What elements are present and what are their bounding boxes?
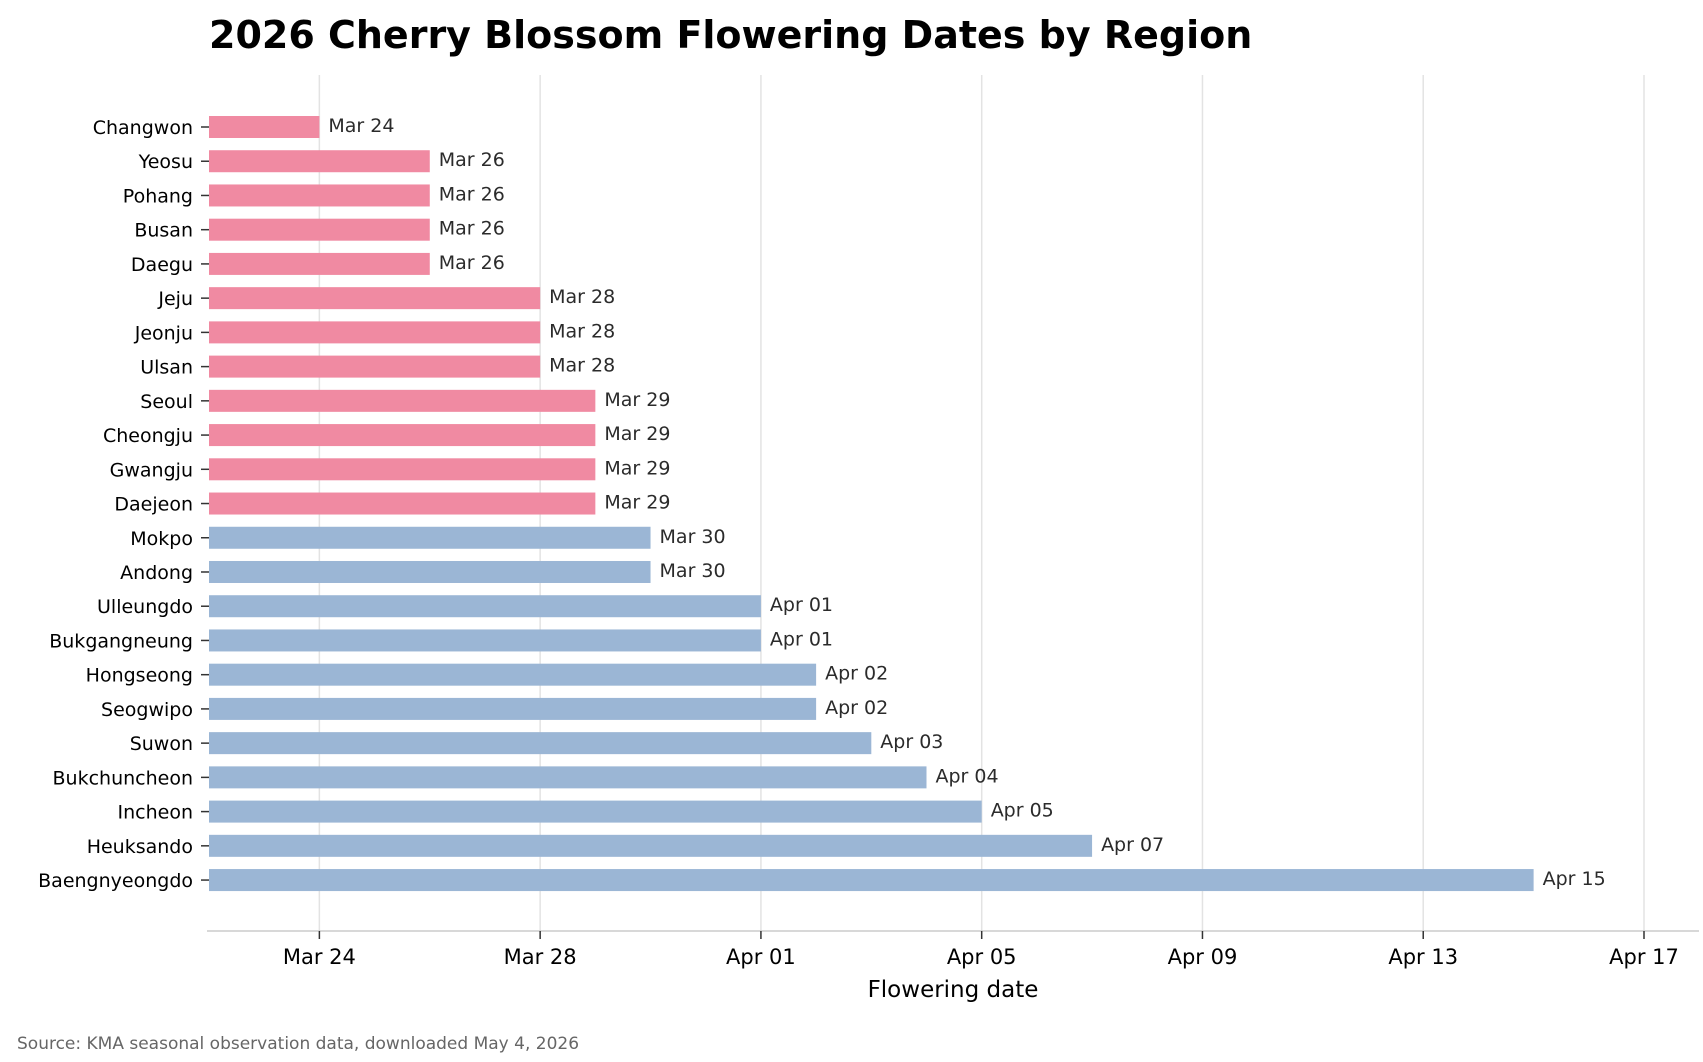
bar-value-label: Apr 03 (880, 731, 943, 753)
category-label: Seogwipo (101, 699, 193, 721)
bar (209, 321, 541, 344)
bar-value-label: Mar 28 (549, 286, 615, 308)
category-label: Bukchuncheon (53, 767, 194, 789)
bar (209, 800, 982, 823)
category-label: Andong (120, 562, 193, 584)
bar-value-label: Mar 29 (604, 457, 670, 479)
bar (209, 732, 872, 755)
x-tick-label: Apr 05 (947, 945, 1017, 969)
bar-value-label: Apr 02 (825, 697, 888, 719)
bar-value-label: Mar 29 (604, 389, 670, 411)
bar-value-label: Apr 07 (1101, 834, 1164, 856)
bar (209, 629, 761, 652)
bar-value-label: Mar 24 (328, 115, 394, 137)
category-label: Mokpo (130, 528, 193, 550)
category-label: Daegu (131, 254, 193, 276)
category-labels: Changwon Yeosu Pohang Busan Daegu Jeju Jeonju U… (38, 117, 209, 892)
bar (209, 595, 761, 618)
bar-value-label: Mar 30 (660, 526, 726, 548)
bar-value-label: Mar 29 (604, 492, 670, 514)
bar-value-label: Mar 28 (549, 320, 615, 342)
category-label: Pohang (123, 185, 193, 207)
bar (209, 184, 430, 207)
bar-value-label: Apr 15 (1543, 868, 1606, 890)
bar-value-label: Mar 26 (439, 218, 505, 240)
category-label: Incheon (118, 802, 194, 824)
bar-value-label: Mar 26 (439, 183, 505, 205)
category-label: Jeju (157, 288, 193, 310)
bar (209, 116, 320, 138)
grid-lines (318, 75, 1645, 931)
bar-value-label: Mar 30 (660, 560, 726, 582)
category-label: Ulsan (140, 357, 193, 379)
x-axis: Mar 24 Mar 28 Apr 01 Apr 05 Apr 09 Apr 13 Apr … (207, 930, 1699, 969)
bar (209, 492, 596, 515)
bar (209, 287, 541, 310)
category-label: Baengnyeongdo (38, 870, 193, 892)
bar (209, 697, 817, 720)
bar-value-labels: Mar 24 Mar 26 Mar 26 Mar 26 Mar 26 Mar 28 Mar … (328, 115, 1605, 890)
category-label: Hongseong (86, 665, 193, 687)
bar-value-label: Apr 05 (991, 800, 1054, 822)
bar-value-label: Apr 04 (936, 765, 999, 787)
category-label: Gwangju (110, 459, 193, 481)
bar-value-label: Mar 28 (549, 355, 615, 377)
bar (209, 150, 430, 173)
category-label: Ulleungdo (97, 596, 193, 618)
bar-value-label: Apr 01 (770, 594, 833, 616)
bar (209, 458, 596, 481)
bar (209, 389, 596, 412)
bar (209, 834, 1093, 857)
category-label: Changwon (93, 117, 193, 139)
bar (209, 869, 1534, 892)
category-label: Yeosu (138, 151, 193, 173)
bar (209, 252, 430, 275)
category-label: Bukgangneung (49, 630, 193, 652)
bar-value-label: Mar 29 (604, 423, 670, 445)
bar (209, 663, 817, 686)
chart-title: 2026 Cherry Blossom Flowering Dates by R… (209, 13, 1252, 57)
bar (209, 766, 927, 789)
category-label: Busan (134, 220, 193, 242)
category-label: Daejeon (114, 494, 193, 516)
source-note: Source: KMA seasonal observation data, d… (17, 1034, 579, 1054)
category-label: Heuksando (87, 836, 193, 858)
category-label: Cheongju (103, 425, 193, 447)
x-tick-label: Mar 28 (504, 945, 577, 969)
x-tick-label: Apr 09 (1168, 945, 1238, 969)
x-tick-label: Apr 13 (1388, 945, 1458, 969)
x-axis-label: Flowering date (868, 977, 1039, 1003)
bars (209, 116, 1534, 892)
bar-value-label: Mar 26 (439, 252, 505, 274)
bar (209, 424, 596, 447)
category-label: Jeonju (134, 322, 193, 344)
bar (209, 526, 651, 549)
bar-value-label: Apr 02 (825, 663, 888, 685)
bar (209, 560, 651, 583)
category-label: Suwon (130, 733, 193, 755)
bar (209, 218, 430, 241)
x-tick-label: Mar 24 (283, 945, 356, 969)
x-tick-label: Apr 17 (1609, 945, 1679, 969)
category-label: Seoul (140, 391, 193, 413)
bar-value-label: Apr 01 (770, 628, 833, 650)
bar-value-label: Mar 26 (439, 149, 505, 171)
x-tick-label: Apr 01 (726, 945, 796, 969)
bar (209, 355, 541, 378)
